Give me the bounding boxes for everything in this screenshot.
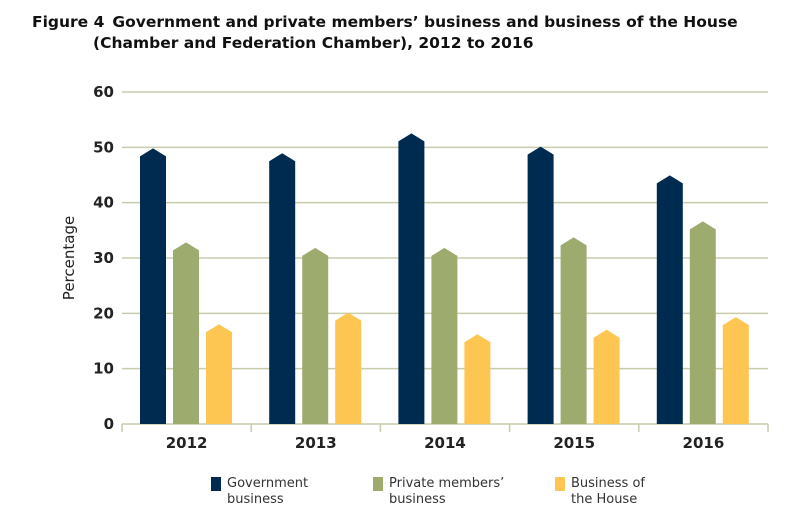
x-tick-label: 2015 — [553, 434, 595, 452]
x-tick-label: 2013 — [295, 434, 337, 452]
bar-business-of-the-house-2013 — [335, 312, 362, 424]
bar-private-members-business-2012 — [173, 242, 199, 424]
legend-label: the House — [571, 492, 638, 507]
legend-swatch-2 — [555, 477, 565, 491]
bar-private-members-business-2013 — [302, 247, 329, 424]
legend-label: business — [227, 492, 284, 507]
legend-label: Private members’ — [389, 476, 505, 491]
bar-government-business-2015 — [527, 146, 554, 425]
y-tick-label: 20 — [93, 304, 114, 322]
y-tick-label: 30 — [93, 249, 114, 267]
legend-item-2: Business of the House — [555, 476, 645, 508]
bar-business-of-the-house-2015 — [593, 329, 620, 424]
figure-label: Figure 4 — [32, 13, 105, 31]
x-tick-label: 2014 — [424, 434, 466, 452]
bar-government-business-2014 — [398, 133, 425, 424]
legend-label: business — [389, 492, 446, 507]
x-tick-label: 2016 — [683, 434, 725, 452]
bar-government-business-2012 — [140, 148, 166, 424]
y-tick-label: 10 — [93, 360, 114, 378]
bar-private-members-business-2015 — [560, 237, 587, 424]
y-tick-label: 0 — [104, 415, 114, 433]
bar-private-members-business-2016 — [689, 221, 716, 424]
y-tick-label: 40 — [93, 194, 114, 212]
x-tick-label: 2012 — [166, 434, 208, 452]
y-axis-label: Percentage — [60, 216, 78, 300]
bar-business-of-the-house-2016 — [722, 317, 749, 424]
legend-item-0: Government business — [211, 476, 308, 508]
bar-business-of-the-house-2012 — [206, 324, 232, 424]
legend-item-1: Private members’ business — [373, 476, 504, 508]
chart-title: Figure 4 Government and private members’ … — [32, 12, 738, 54]
legend-label: Business of — [571, 476, 645, 491]
title-line-1: Government and private members’ business… — [112, 13, 738, 31]
title-line-2: (Chamber and Federation Chamber), 2012 t… — [93, 34, 534, 52]
bar-government-business-2013 — [269, 153, 296, 424]
legend-swatch-1 — [373, 477, 383, 491]
bar-government-business-2016 — [656, 175, 683, 424]
legend-label: Government — [227, 476, 309, 491]
y-tick-label: 60 — [93, 83, 114, 101]
y-tick-label: 50 — [93, 138, 114, 156]
legend-swatch-0 — [211, 477, 221, 491]
bar-business-of-the-house-2014 — [464, 334, 491, 424]
bar-private-members-business-2014 — [431, 247, 458, 424]
